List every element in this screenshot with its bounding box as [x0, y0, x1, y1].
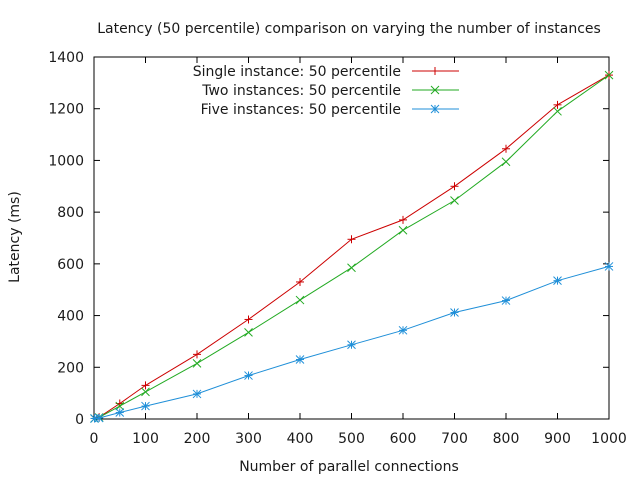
- data-point: [347, 263, 356, 273]
- y-tick-label: 1200: [48, 102, 84, 118]
- marker-stroke: [244, 371, 253, 380]
- data-point: [553, 100, 562, 109]
- x-tick-label: 0: [90, 431, 99, 447]
- data-point: [398, 225, 408, 235]
- legend-label: Two instances: 50 percentile: [201, 83, 401, 99]
- data-point: [501, 296, 511, 305]
- marker-stroke: [430, 85, 440, 95]
- marker-stroke: [553, 106, 562, 116]
- data-point: [450, 196, 459, 205]
- y-tick-label: 600: [57, 257, 84, 273]
- data-point: [399, 215, 407, 224]
- data-point: [502, 144, 510, 153]
- legend-item-2: Two instances: 50 percentile: [201, 83, 459, 99]
- marker-stroke: [398, 225, 408, 235]
- marker-stroke: [94, 413, 104, 423]
- marker-stroke: [295, 295, 305, 305]
- marker-stroke: [192, 389, 202, 399]
- marker-stroke: [347, 340, 356, 350]
- x-tick-label: 1000: [591, 431, 627, 447]
- x-tick-label: 600: [390, 431, 417, 447]
- data-point: [296, 277, 304, 286]
- y-tick-label: 400: [57, 309, 84, 325]
- data-point: [115, 401, 125, 411]
- marker-stroke: [115, 401, 125, 411]
- marker-stroke: [192, 359, 202, 368]
- x-tick-label: 900: [544, 431, 571, 447]
- marker-stroke: [501, 296, 511, 305]
- axis-ticks: 0 100 200 300 400 500 600 700 800 900 1000 0 200 400 6…: [48, 50, 626, 447]
- data-point: [604, 70, 614, 80]
- data-point: [90, 414, 99, 423]
- legend: Single instance: 50 percentile Two instan…: [193, 64, 459, 118]
- y-tick-label: 0: [75, 412, 84, 428]
- data-point: [295, 355, 305, 364]
- data-point: [450, 182, 459, 191]
- data-point: [115, 408, 125, 417]
- x-tick-label: 400: [287, 431, 314, 447]
- chart-title: Latency (50 percentile) comparison on va…: [97, 21, 601, 37]
- x-tick-label: 100: [132, 431, 159, 447]
- legend-label: Single instance: 50 percentile: [193, 64, 401, 80]
- series-3: [90, 262, 614, 423]
- x-axis-label: Number of parallel connections: [239, 459, 459, 475]
- marker-stroke: [553, 276, 562, 286]
- marker-stroke: [604, 70, 614, 80]
- x-tick-label: 200: [184, 431, 211, 447]
- y-tick-label: 1000: [48, 153, 84, 169]
- marker-stroke: [604, 262, 614, 271]
- legend-marker: [430, 104, 440, 114]
- y-tick-label: 1400: [48, 50, 84, 66]
- x-tick-label: 500: [338, 431, 365, 447]
- data-point: [141, 387, 150, 397]
- data-point: [192, 389, 202, 399]
- data-point: [347, 235, 356, 244]
- data-point: [501, 157, 511, 167]
- series-layer: [90, 70, 614, 423]
- data-point: [244, 315, 253, 324]
- marker-stroke: [141, 401, 150, 411]
- series-line: [94, 74, 610, 419]
- marker-stroke: [115, 408, 125, 417]
- legend-label: Five instances: 50 percentile: [201, 102, 401, 118]
- marker-stroke: [450, 308, 459, 317]
- data-point: [94, 413, 104, 423]
- marker-stroke: [244, 328, 253, 337]
- marker-stroke: [347, 263, 356, 273]
- series-2: [90, 70, 614, 423]
- legend-item-1: Single instance: 50 percentile: [193, 64, 459, 80]
- y-tick-label: 200: [57, 360, 84, 376]
- data-point: [604, 262, 614, 271]
- y-tick-label: 800: [57, 205, 84, 221]
- marker-stroke: [501, 157, 511, 167]
- data-point: [295, 295, 305, 305]
- data-point: [398, 325, 408, 335]
- x-tick-label: 300: [235, 431, 262, 447]
- data-point: [244, 371, 253, 380]
- legend-item-3: Five instances: 50 percentile: [201, 102, 459, 118]
- marker-stroke: [295, 355, 305, 364]
- data-point: [553, 276, 562, 286]
- data-point: [141, 401, 150, 411]
- data-point: [244, 328, 253, 337]
- legend-marker: [431, 67, 439, 75]
- legend-marker: [430, 85, 440, 95]
- marker-stroke: [450, 196, 459, 205]
- y-axis-label: Latency (ms): [7, 191, 23, 283]
- x-tick-label: 800: [493, 431, 520, 447]
- x-tick-label: 700: [441, 431, 468, 447]
- marker-stroke: [398, 325, 408, 335]
- data-point: [450, 308, 459, 317]
- data-point: [192, 359, 202, 368]
- data-point: [193, 350, 201, 359]
- data-point: [347, 340, 356, 350]
- marker-stroke: [141, 387, 150, 397]
- marker-stroke: [430, 104, 440, 114]
- data-point: [553, 106, 562, 116]
- series-1: [90, 71, 613, 423]
- data-point: [141, 381, 150, 390]
